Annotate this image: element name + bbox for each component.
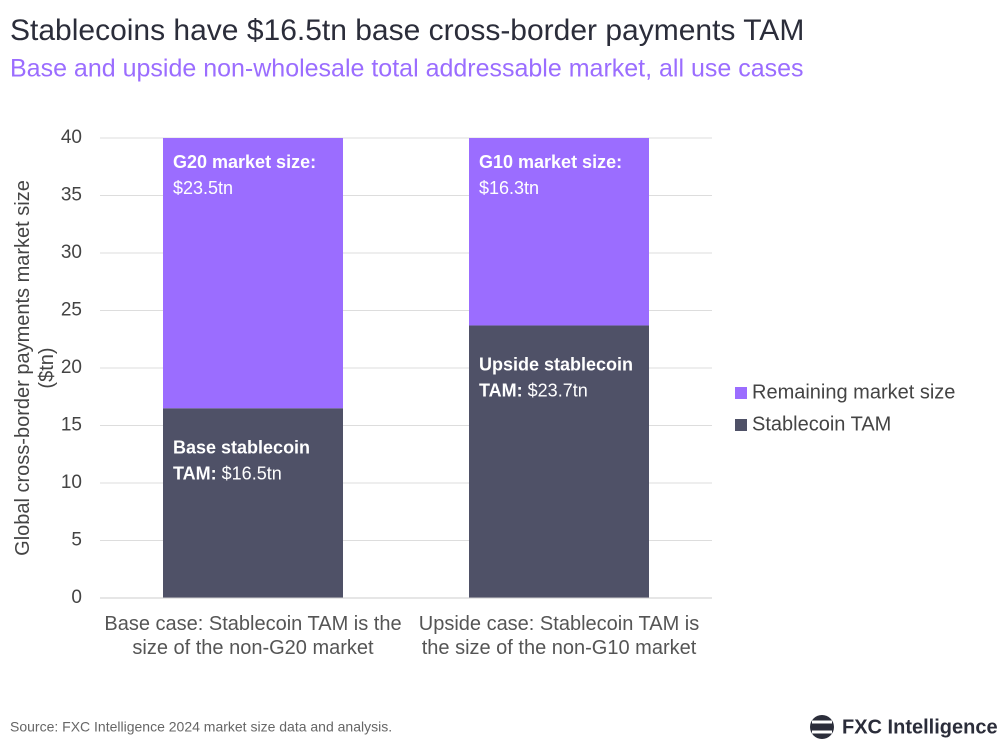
x-tick-label: Base case: Stablecoin TAM is the size of… [104, 613, 402, 659]
value-label-title: TAM: [173, 463, 217, 483]
y-axis-label: Global cross-border payments market size… [12, 180, 58, 556]
legend-label: Stablecoin TAM [752, 413, 891, 435]
x-tick-label: Upside case: Stablecoin TAM is the size … [418, 613, 700, 659]
value-label-title: Base stablecoin [173, 437, 310, 457]
value-label-title: TAM: [479, 380, 523, 400]
value-label-title: G10 market size: [479, 152, 622, 172]
value-label-title: Upside stablecoin [479, 354, 633, 374]
legend-swatch [735, 387, 747, 399]
y-tick-label: 20 [61, 357, 82, 378]
value-label: $16.5tn [222, 463, 282, 483]
y-tick-label: 10 [61, 472, 82, 493]
chart-title: Stablecoins have $16.5tn base cross-bord… [10, 14, 804, 47]
legend-label: Remaining market size [752, 381, 955, 403]
value-label-title: G10 market size: [479, 152, 622, 172]
brand: FXC Intelligence [842, 716, 998, 738]
bar-segment [469, 138, 649, 326]
value-label-title: G20 market size: [173, 152, 316, 172]
chart-subtitle: Base and upside non-wholesale total addr… [10, 55, 804, 83]
bar-segment [163, 138, 343, 409]
y-tick-label: 35 [61, 185, 82, 206]
x-tick-label: Upside case: Stablecoin TAM is the size … [418, 613, 700, 659]
legend-swatch [735, 419, 747, 431]
y-tick-label: 15 [61, 415, 82, 436]
value-label: $23.5tn [173, 178, 233, 198]
value-label-title: TAM: $23.7tn [479, 380, 588, 400]
brand-logo [810, 715, 834, 739]
value-label: $16.3tn [479, 178, 539, 198]
value-label-title: Upside stablecoin [479, 354, 633, 374]
y-tick-label: 5 [71, 530, 82, 551]
y-tick-label: 30 [61, 242, 82, 263]
value-label: $23.7tn [528, 380, 588, 400]
source: Source: FXC Intelligence 2024 market siz… [10, 719, 392, 735]
value-label-title: TAM: $16.5tn [173, 463, 282, 483]
bar-segment [469, 325, 649, 598]
value-label-title: G20 market size: [173, 152, 316, 172]
y-tick-label: 0 [71, 587, 82, 608]
x-tick-label: Base case: Stablecoin TAM is the size of… [104, 613, 402, 659]
bar-segment [163, 408, 343, 598]
value-label-title: Base stablecoin [173, 437, 310, 457]
y-tick-label: 25 [61, 300, 82, 321]
y-tick-label: 40 [61, 127, 82, 148]
